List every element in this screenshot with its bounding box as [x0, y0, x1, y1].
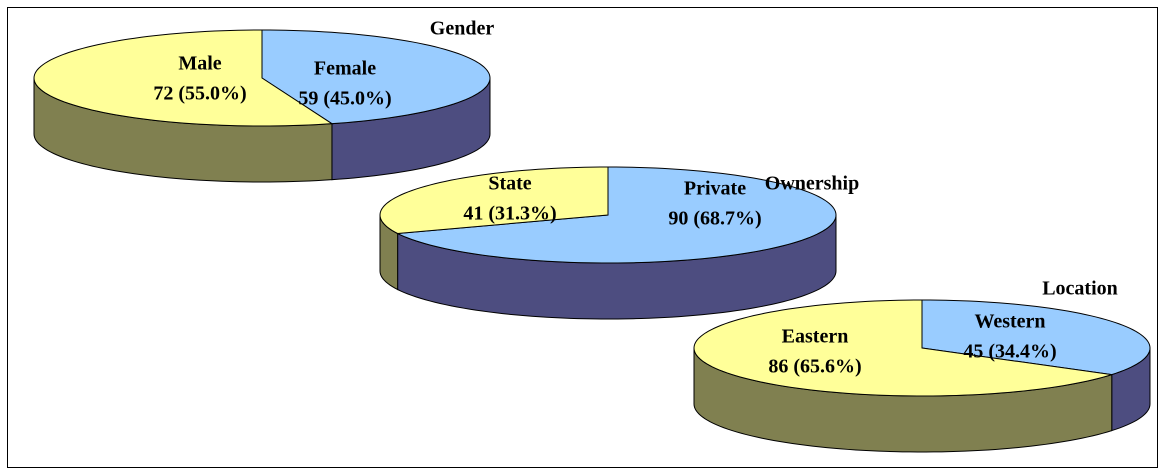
pie-slice	[261, 29, 491, 125]
chart-title: Location	[1042, 278, 1118, 300]
pie-slice	[33, 29, 334, 127]
slice-label: Female	[314, 58, 376, 80]
slice-value-label: 45 (34.4%)	[963, 341, 1056, 363]
slice-value-label: 59 (45.0%)	[298, 88, 391, 110]
slice-label: Eastern	[782, 326, 849, 348]
slice-value-label: 41 (31.3%)	[463, 203, 556, 225]
slice-label: Western	[974, 311, 1045, 333]
slice-label: Male	[178, 53, 221, 75]
slice-label: Private	[684, 178, 746, 200]
pie-slice	[395, 166, 837, 264]
slice-label: State	[488, 173, 531, 195]
pie-slice	[693, 299, 1112, 397]
pie-slice	[379, 166, 609, 235]
chart-title: Gender	[430, 18, 495, 40]
chart-title: Ownership	[765, 173, 859, 195]
slice-value-label: 90 (68.7%)	[668, 208, 761, 230]
slice-value-label: 86 (65.6%)	[768, 356, 861, 378]
slice-value-label: 72 (55.0%)	[153, 83, 246, 105]
